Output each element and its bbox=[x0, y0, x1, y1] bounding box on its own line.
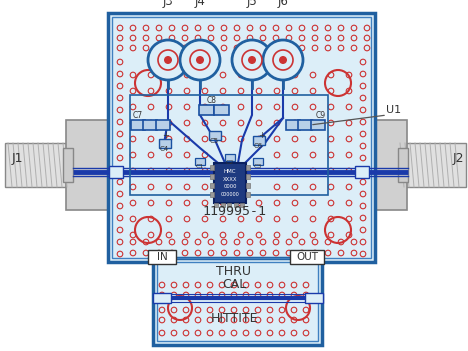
Bar bbox=[210, 183, 214, 188]
Bar bbox=[355, 166, 369, 178]
Bar bbox=[246, 192, 250, 197]
Text: J4: J4 bbox=[195, 0, 205, 8]
Circle shape bbox=[263, 40, 303, 80]
Bar bbox=[66, 120, 116, 210]
Bar bbox=[246, 165, 250, 170]
Text: C8: C8 bbox=[207, 96, 217, 105]
Circle shape bbox=[248, 56, 256, 64]
Text: C9: C9 bbox=[316, 111, 326, 120]
Bar bbox=[199, 105, 214, 115]
Bar bbox=[298, 120, 312, 130]
Bar bbox=[246, 174, 250, 179]
Text: J6: J6 bbox=[278, 0, 288, 8]
Text: IN: IN bbox=[157, 252, 168, 262]
Bar bbox=[225, 154, 235, 161]
Circle shape bbox=[180, 40, 220, 80]
Bar bbox=[398, 148, 408, 182]
Circle shape bbox=[279, 56, 287, 64]
Text: C6: C6 bbox=[254, 143, 263, 149]
Bar bbox=[246, 183, 250, 188]
Bar bbox=[143, 120, 157, 130]
Bar bbox=[195, 158, 205, 165]
Bar bbox=[210, 192, 214, 197]
Bar bbox=[210, 174, 214, 179]
Bar bbox=[311, 120, 325, 130]
Bar bbox=[305, 293, 323, 303]
Bar bbox=[63, 148, 73, 182]
Bar bbox=[253, 158, 263, 165]
Text: J1: J1 bbox=[12, 152, 23, 165]
Text: CAL: CAL bbox=[222, 278, 246, 291]
Text: U1: U1 bbox=[386, 105, 401, 115]
Bar bbox=[153, 293, 171, 303]
Bar bbox=[131, 120, 145, 130]
Bar bbox=[220, 203, 225, 207]
Text: J3: J3 bbox=[162, 0, 173, 8]
Bar bbox=[130, 95, 328, 195]
Text: 0000: 0000 bbox=[223, 184, 237, 189]
Text: C3: C3 bbox=[254, 164, 263, 169]
Bar bbox=[290, 250, 324, 264]
Text: 000000: 000000 bbox=[220, 192, 239, 197]
Bar bbox=[156, 120, 170, 130]
Text: C5: C5 bbox=[210, 138, 219, 144]
Bar bbox=[209, 131, 221, 140]
Bar bbox=[210, 165, 214, 170]
Bar bbox=[227, 203, 231, 207]
Bar bbox=[214, 203, 218, 207]
Text: 119995-1: 119995-1 bbox=[202, 205, 266, 218]
Text: +: + bbox=[258, 131, 265, 140]
Bar bbox=[153, 258, 322, 345]
Bar bbox=[214, 163, 246, 203]
Circle shape bbox=[148, 40, 188, 80]
Text: C4: C4 bbox=[160, 146, 169, 152]
Bar bbox=[214, 105, 229, 115]
Text: HMC: HMC bbox=[224, 169, 236, 174]
Bar bbox=[286, 120, 300, 130]
Bar bbox=[109, 166, 123, 178]
Text: J2: J2 bbox=[453, 152, 465, 165]
Text: OUT: OUT bbox=[296, 252, 318, 262]
Text: C7: C7 bbox=[133, 111, 143, 120]
Bar bbox=[357, 120, 407, 210]
Bar bbox=[112, 17, 371, 258]
Text: THRU: THRU bbox=[217, 265, 251, 278]
Bar bbox=[108, 13, 375, 262]
Bar bbox=[234, 203, 237, 207]
Bar bbox=[157, 262, 318, 341]
Circle shape bbox=[232, 40, 272, 80]
Bar bbox=[398, 143, 466, 187]
Bar bbox=[253, 136, 265, 145]
Text: XXXX: XXXX bbox=[223, 177, 237, 182]
Text: C2: C2 bbox=[226, 160, 234, 165]
Bar bbox=[159, 139, 171, 148]
Circle shape bbox=[164, 56, 172, 64]
Text: +: + bbox=[162, 131, 169, 140]
Bar bbox=[148, 250, 176, 264]
Circle shape bbox=[196, 56, 204, 64]
Text: J5: J5 bbox=[247, 0, 257, 8]
Bar bbox=[5, 143, 73, 187]
Text: C1: C1 bbox=[196, 164, 204, 169]
Text: HITTITE: HITTITE bbox=[210, 312, 258, 325]
Bar bbox=[240, 203, 244, 207]
